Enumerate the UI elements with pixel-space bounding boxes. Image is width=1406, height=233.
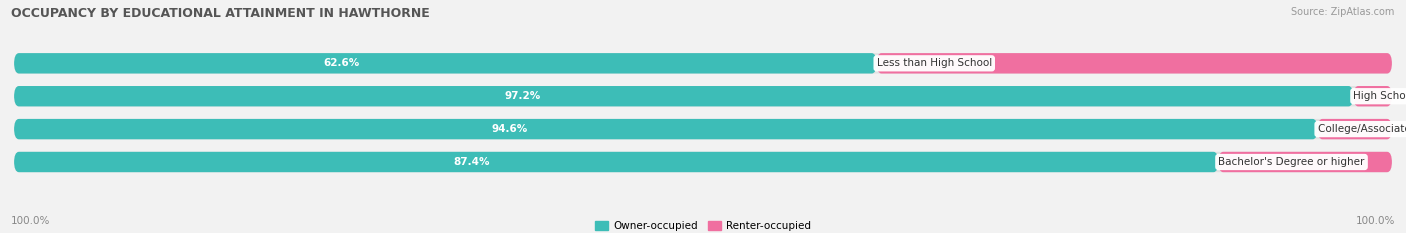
FancyBboxPatch shape <box>14 86 1392 106</box>
Text: 97.2%: 97.2% <box>505 91 541 101</box>
FancyBboxPatch shape <box>14 119 1317 139</box>
Text: OCCUPANCY BY EDUCATIONAL ATTAINMENT IN HAWTHORNE: OCCUPANCY BY EDUCATIONAL ATTAINMENT IN H… <box>11 7 430 20</box>
FancyBboxPatch shape <box>1354 86 1392 106</box>
FancyBboxPatch shape <box>1317 119 1392 139</box>
Text: High School Diploma: High School Diploma <box>1354 91 1406 101</box>
Text: Source: ZipAtlas.com: Source: ZipAtlas.com <box>1291 7 1395 17</box>
Text: 62.6%: 62.6% <box>323 58 360 68</box>
Text: College/Associate Degree: College/Associate Degree <box>1317 124 1406 134</box>
FancyBboxPatch shape <box>14 53 1392 74</box>
Text: 94.6%: 94.6% <box>491 124 527 134</box>
FancyBboxPatch shape <box>14 53 876 74</box>
Text: 100.0%: 100.0% <box>1355 216 1395 226</box>
Text: Less than High School: Less than High School <box>876 58 991 68</box>
FancyBboxPatch shape <box>14 86 1354 106</box>
Text: 100.0%: 100.0% <box>11 216 51 226</box>
FancyBboxPatch shape <box>876 53 1392 74</box>
FancyBboxPatch shape <box>14 152 1392 172</box>
FancyBboxPatch shape <box>1219 152 1392 172</box>
FancyBboxPatch shape <box>14 152 1219 172</box>
Text: 87.4%: 87.4% <box>453 157 489 167</box>
Text: Bachelor's Degree or higher: Bachelor's Degree or higher <box>1219 157 1365 167</box>
Legend: Owner-occupied, Renter-occupied: Owner-occupied, Renter-occupied <box>591 217 815 233</box>
FancyBboxPatch shape <box>14 119 1392 139</box>
